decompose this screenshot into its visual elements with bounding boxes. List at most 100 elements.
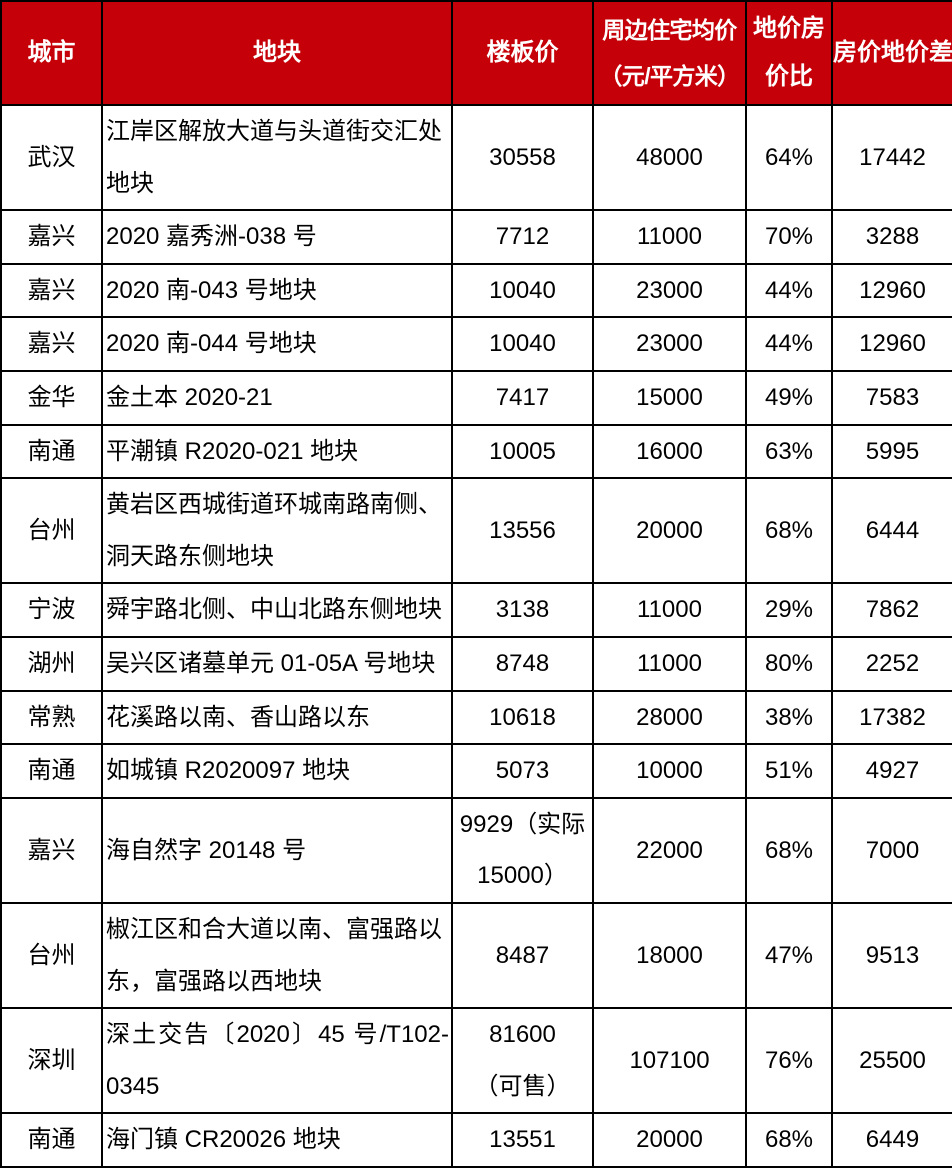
cell-city: 台州 — [0, 477, 103, 585]
cell-plot: 花溪路以南、香山路以东 — [101, 689, 453, 746]
table-row: 金华 金土本 2020-21 7417 15000 49% 7583 — [0, 369, 952, 426]
table-row: 湖州 吴兴区诸墓单元 01-05A 号地块 8748 11000 80% 225… — [0, 635, 952, 692]
cell-floor-price: 10040 — [451, 262, 594, 319]
table-row: 深圳 深土交告〔2020〕45 号/T102-0345 81600 （可售） 1… — [0, 1007, 952, 1115]
cell-floor-price: 10005 — [451, 423, 594, 480]
table-row: 台州 黄岩区西城街道环城南路南侧、洞天路东侧地块 13556 20000 68%… — [0, 477, 952, 585]
cell-plot: 椒江区和合大道以南、富强路以东，富强路以西地块 — [101, 901, 453, 1010]
cell-floor-price: 81600 （可售） — [451, 1007, 594, 1115]
cell-ratio: 49% — [745, 369, 833, 426]
table-row: 嘉兴 海自然字 20148 号 9929（实际 15000） 22000 68%… — [0, 796, 952, 904]
cell-ratio: 76% — [745, 1007, 833, 1115]
cell-plot: 江岸区解放大道与头道街交汇处地块 — [101, 103, 453, 212]
table-row: 嘉兴 2020 南-043 号地块 10040 23000 44% 12960 — [0, 262, 952, 319]
cell-ratio: 29% — [745, 582, 833, 638]
cell-avg-price: 23000 — [592, 316, 747, 372]
header-city: 城市 — [0, 0, 103, 106]
cell-plot: 海自然字 20148 号 — [101, 796, 453, 904]
table-row: 台州 椒江区和合大道以南、富强路以东，富强路以西地块 8487 18000 47… — [0, 901, 952, 1010]
cell-avg-price: 23000 — [592, 262, 747, 319]
cell-city: 深圳 — [0, 1007, 103, 1115]
cell-ratio: 80% — [745, 635, 833, 692]
cell-diff: 6444 — [831, 477, 952, 585]
cell-avg-price: 20000 — [592, 1112, 747, 1168]
header-ratio: 地价房 价比 — [745, 0, 833, 106]
cell-city: 南通 — [0, 423, 103, 480]
cell-plot: 平潮镇 R2020-021 地块 — [101, 423, 453, 480]
cell-avg-price: 107100 — [592, 1007, 747, 1115]
table-row: 嘉兴 2020 南-044 号地块 10040 23000 44% 12960 — [0, 316, 952, 372]
cell-ratio: 38% — [745, 689, 833, 746]
cell-floor-price: 10618 — [451, 689, 594, 746]
cell-diff: 5995 — [831, 423, 952, 480]
cell-avg-price: 11000 — [592, 582, 747, 638]
cell-city: 台州 — [0, 901, 103, 1010]
cell-diff: 12960 — [831, 262, 952, 319]
cell-plot: 2020 嘉秀洲-038 号 — [101, 209, 453, 265]
cell-diff: 2252 — [831, 635, 952, 692]
cell-floor-price: 13551 — [451, 1112, 594, 1168]
table-row: 南通 海门镇 CR20026 地块 13551 20000 68% 6449 — [0, 1112, 952, 1168]
cell-diff: 17382 — [831, 689, 952, 746]
cell-ratio: 70% — [745, 209, 833, 265]
cell-plot: 2020 南-044 号地块 — [101, 316, 453, 372]
cell-diff: 3288 — [831, 209, 952, 265]
cell-plot: 深土交告〔2020〕45 号/T102-0345 — [101, 1007, 453, 1115]
table-row: 武汉 江岸区解放大道与头道街交汇处地块 30558 48000 64% 1744… — [0, 103, 952, 212]
cell-avg-price: 10000 — [592, 743, 747, 799]
cell-plot: 吴兴区诸墓单元 01-05A 号地块 — [101, 635, 453, 692]
cell-floor-price: 7712 — [451, 209, 594, 265]
header-price-diff: 房价地价差 — [831, 0, 952, 106]
cell-avg-price: 15000 — [592, 369, 747, 426]
cell-ratio: 68% — [745, 796, 833, 904]
cell-avg-price: 16000 — [592, 423, 747, 480]
header-avg-price: 周边住宅均价 （元/平方米） — [592, 0, 747, 106]
cell-diff: 9513 — [831, 901, 952, 1010]
cell-floor-price: 10040 — [451, 316, 594, 372]
table-row: 嘉兴 2020 嘉秀洲-038 号 7712 11000 70% 3288 — [0, 209, 952, 265]
cell-diff: 7862 — [831, 582, 952, 638]
cell-ratio: 44% — [745, 262, 833, 319]
table-row: 常熟 花溪路以南、香山路以东 10618 28000 38% 17382 — [0, 689, 952, 746]
cell-ratio: 64% — [745, 103, 833, 212]
cell-ratio: 68% — [745, 1112, 833, 1168]
cell-plot: 舜宇路北侧、中山北路东侧地块 — [101, 582, 453, 638]
cell-ratio: 44% — [745, 316, 833, 372]
cell-city: 常熟 — [0, 689, 103, 746]
table-row: 南通 如城镇 R2020097 地块 5073 10000 51% 4927 — [0, 743, 952, 799]
cell-ratio: 51% — [745, 743, 833, 799]
cell-city: 湖州 — [0, 635, 103, 692]
table-row: 南通 平潮镇 R2020-021 地块 10005 16000 63% 5995 — [0, 423, 952, 480]
header-row: 城市 地块 楼板价 周边住宅均价 （元/平方米） 地价房 价比 房价地价差 — [0, 0, 952, 106]
cell-ratio: 47% — [745, 901, 833, 1010]
cell-city: 嘉兴 — [0, 262, 103, 319]
cell-city: 嘉兴 — [0, 316, 103, 372]
cell-avg-price: 22000 — [592, 796, 747, 904]
cell-diff: 7583 — [831, 369, 952, 426]
cell-floor-price: 8487 — [451, 901, 594, 1010]
cell-city: 南通 — [0, 743, 103, 799]
cell-ratio: 63% — [745, 423, 833, 480]
cell-city: 嘉兴 — [0, 796, 103, 904]
cell-city: 武汉 — [0, 103, 103, 212]
cell-avg-price: 48000 — [592, 103, 747, 212]
cell-plot: 如城镇 R2020097 地块 — [101, 743, 453, 799]
cell-diff: 6449 — [831, 1112, 952, 1168]
cell-avg-price: 11000 — [592, 635, 747, 692]
cell-avg-price: 28000 — [592, 689, 747, 746]
cell-avg-price: 11000 — [592, 209, 747, 265]
cell-city: 南通 — [0, 1112, 103, 1168]
cell-city: 嘉兴 — [0, 209, 103, 265]
cell-city: 金华 — [0, 369, 103, 426]
cell-floor-price: 8748 — [451, 635, 594, 692]
header-plot: 地块 — [101, 0, 453, 106]
cell-floor-price: 9929（实际 15000） — [451, 796, 594, 904]
cell-city: 宁波 — [0, 582, 103, 638]
cell-avg-price: 20000 — [592, 477, 747, 585]
cell-floor-price: 5073 — [451, 743, 594, 799]
cell-ratio: 68% — [745, 477, 833, 585]
cell-diff: 12960 — [831, 316, 952, 372]
cell-diff: 4927 — [831, 743, 952, 799]
cell-floor-price: 3138 — [451, 582, 594, 638]
header-floor-price: 楼板价 — [451, 0, 594, 106]
